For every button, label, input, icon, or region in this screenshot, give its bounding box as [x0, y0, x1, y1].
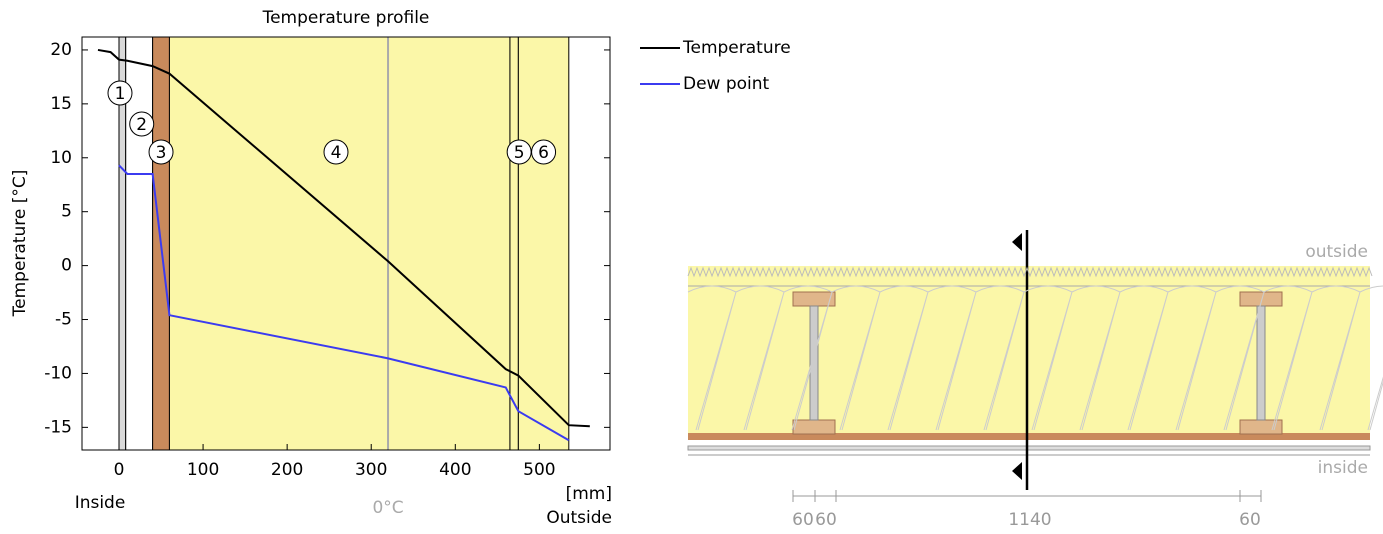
layer — [168, 37, 511, 450]
plot-area — [97, 37, 590, 450]
plot-frame — [81, 36, 611, 451]
x-unit: [mm] — [566, 484, 612, 504]
y-axis-label: Temperature [°C] — [10, 170, 30, 318]
inside-text: inside — [1318, 458, 1368, 478]
x-tick-label: 500 — [523, 460, 555, 480]
layer-label: 5 — [514, 143, 525, 163]
dimension-ticks — [792, 490, 1262, 502]
outside-label: Outside — [546, 508, 612, 528]
y-tick-label: 20 — [50, 40, 72, 60]
chart-title: Temperature profile — [262, 8, 430, 28]
y-tick-label: -15 — [44, 417, 72, 437]
x-tick-label: 0 — [114, 460, 125, 480]
layer-label: 6 — [538, 143, 549, 163]
series-line — [118, 164, 570, 442]
x-tick-label: 300 — [355, 460, 387, 480]
stud-web — [809, 305, 819, 421]
zero-label: 0°C — [372, 498, 403, 518]
y-tick-label: 5 — [61, 202, 72, 222]
layer-label: 1 — [115, 84, 126, 104]
board — [688, 433, 1370, 440]
y-tick-label: -10 — [44, 363, 72, 383]
y-tick-label: 0 — [61, 256, 72, 276]
layer — [517, 37, 570, 450]
dimension: 60 — [792, 510, 814, 530]
x-tick-label: 400 — [439, 460, 471, 480]
stud-flange — [792, 419, 836, 435]
dimension: 60 — [815, 510, 837, 530]
series-line — [97, 48, 590, 428]
y-tick-label: -5 — [55, 310, 72, 330]
layer-marker — [107, 80, 133, 106]
layer-marker — [323, 139, 349, 165]
x-tick-label: 200 — [271, 460, 303, 480]
dimension: 60 — [1239, 510, 1261, 530]
layer — [509, 37, 519, 450]
layer-marker — [531, 139, 557, 165]
layer-label: 3 — [156, 143, 167, 163]
y-tick-label: 10 — [50, 148, 72, 168]
y-tick-label: 15 — [50, 94, 72, 114]
legend-label: Dew point — [683, 74, 770, 94]
legend-label: Temperature — [682, 38, 791, 58]
layer-marker — [148, 139, 174, 165]
inside-label: Inside — [75, 493, 126, 513]
layer-marker — [129, 111, 155, 137]
section-drawing: outside inside 60 60 1140 60 — [687, 230, 1383, 530]
x-tick-label: 100 — [187, 460, 219, 480]
outside-text: outside — [1305, 242, 1368, 262]
lining — [687, 445, 1371, 451]
layer-label: 2 — [136, 115, 147, 135]
layer-label: 4 — [331, 143, 342, 163]
stud-web — [1256, 305, 1266, 421]
zigzag — [687, 266, 1373, 278]
insulation-pattern — [687, 285, 1383, 431]
dimension: 1140 — [1008, 510, 1051, 530]
